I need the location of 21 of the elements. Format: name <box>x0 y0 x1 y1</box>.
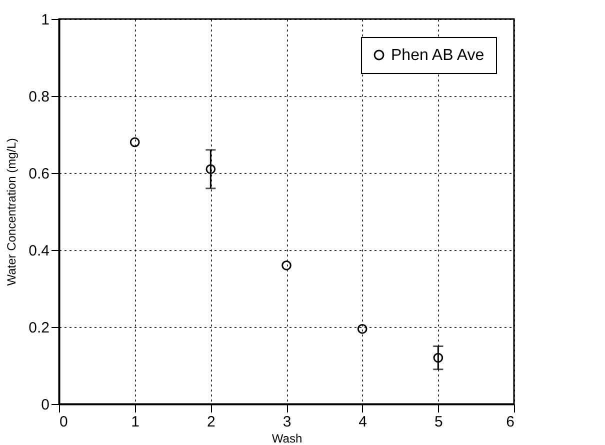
y-tick-label: 0.6 <box>28 166 50 182</box>
x-tick-label: 3 <box>282 414 292 430</box>
y-tick-label: 1 <box>41 12 50 28</box>
point <box>130 137 140 148</box>
legend-label: Phen AB Ave <box>391 47 484 64</box>
y-tick-label: 0.4 <box>28 242 50 260</box>
point <box>282 260 292 270</box>
x-tick-label: 4 <box>358 414 368 430</box>
point <box>357 324 368 334</box>
y-tick-label: 0 <box>41 396 50 414</box>
point <box>206 164 216 174</box>
x-tick-label: 6 <box>506 414 514 430</box>
x-tick-label: 5 <box>434 414 443 430</box>
x-tick-label: 0 <box>60 414 68 430</box>
y-axis-title: Water Concentration (mg/L) <box>4 138 19 286</box>
y-tick-label: 0.8 <box>28 88 50 106</box>
point <box>433 352 444 363</box>
x-axis-title: Wash <box>272 432 302 445</box>
x-tick-label: 2 <box>206 414 216 430</box>
y-tick-label: 0.2 <box>28 320 50 336</box>
x-tick-label: 1 <box>131 414 140 430</box>
